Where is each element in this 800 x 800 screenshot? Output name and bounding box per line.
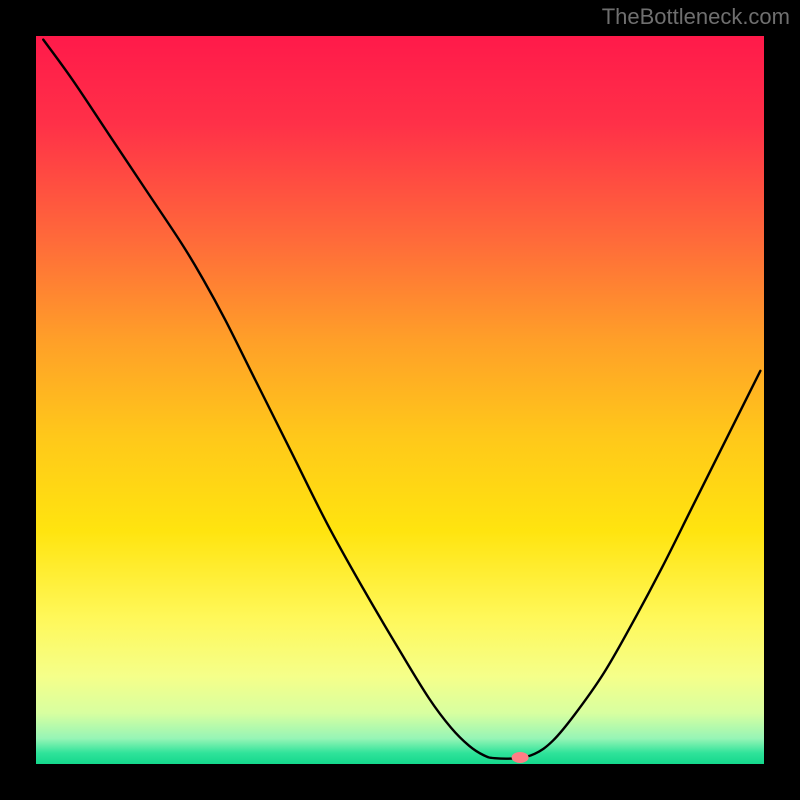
bottleneck-chart: TheBottleneck.com xyxy=(0,0,800,800)
watermark-text: TheBottleneck.com xyxy=(602,4,790,30)
optimal-point-marker xyxy=(512,752,528,762)
plot-background xyxy=(36,36,764,764)
chart-canvas xyxy=(0,0,800,800)
